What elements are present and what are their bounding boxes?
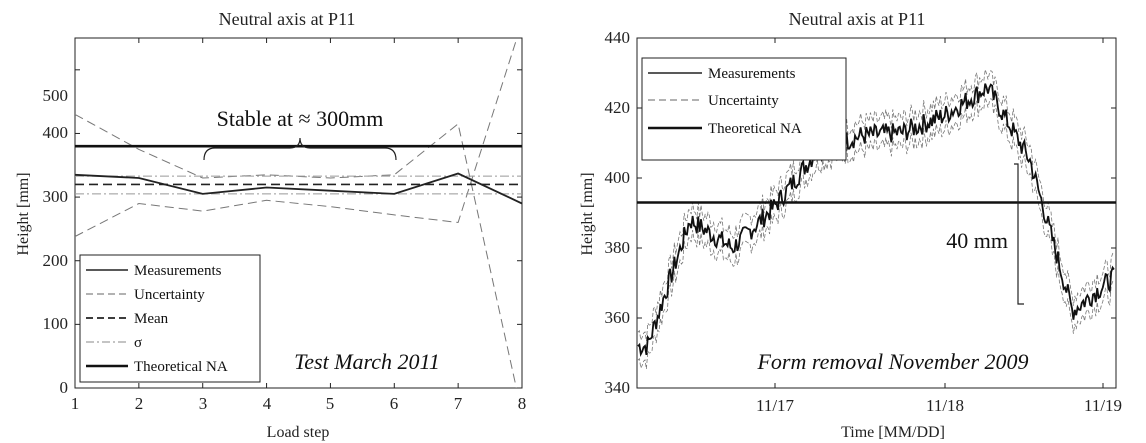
right-series-group <box>637 37 1116 389</box>
right-plot-frame <box>636 37 1117 389</box>
right-y-tick-label: 400 <box>605 168 631 187</box>
series-line-measurements <box>637 83 1115 357</box>
left-plot-frame <box>74 37 523 389</box>
right-x-axis-label: Time [MM/DD] <box>841 424 945 441</box>
legend-label: σ <box>134 335 142 351</box>
drop-annotation: 40 mm <box>946 228 1008 253</box>
left-x-tick-label: 3 <box>199 394 208 413</box>
right-legend-box <box>641 57 847 161</box>
legend-label: Theoretical NA <box>134 359 228 375</box>
left-y-tick-label: 500 <box>43 86 69 105</box>
legend-label: Mean <box>134 311 169 327</box>
right-x-tick-label: 11/17 <box>756 396 795 415</box>
stable-brace <box>203 137 397 161</box>
left-y-tick-label: 200 <box>43 251 69 270</box>
right-y-tick-label: 340 <box>605 378 631 397</box>
right-x-axis: 11/17 11/18 11/19 <box>756 396 1122 415</box>
left-x-tick-label: 5 <box>326 394 335 413</box>
series-line-measurements-0 <box>75 172 522 205</box>
legend-label: Uncertainty <box>134 287 205 303</box>
left-x-tick-label: 1 <box>71 394 80 413</box>
right-legend: Measurements Uncertainty Theoretical NA <box>641 57 847 161</box>
left-x-axis-label: Load step <box>267 424 330 441</box>
left-y-tick-label: 0 <box>60 378 69 397</box>
left-x-tick-label: 8 <box>518 394 527 413</box>
test-annotation: Test March 2011 <box>294 349 440 374</box>
stable-annotation: Stable at ≈ 300mm <box>217 106 384 131</box>
right-y-tick-label: 420 <box>605 98 631 117</box>
legend-label: Uncertainty <box>708 93 779 109</box>
right-y-axis: 340 360 380 400 420 440 <box>605 28 631 397</box>
left-x-tick-label: 2 <box>135 394 144 413</box>
right-chart-title: Neutral axis at P11 <box>789 9 926 29</box>
right-y-axis-label: Height [mm] <box>579 172 596 255</box>
form-annotation: Form removal November 2009 <box>756 349 1028 374</box>
series-line-uncertainty-2 <box>75 38 518 237</box>
right-x-tick-label: 11/18 <box>926 396 964 415</box>
right-y-tick-label: 360 <box>605 308 631 327</box>
left-x-tick-label: 7 <box>454 394 463 413</box>
left-y-tick-label: 400 <box>43 123 69 142</box>
legend-label: Measurements <box>134 263 222 279</box>
legend-label: Measurements <box>708 66 796 82</box>
right-y-tick-label: 380 <box>605 238 631 257</box>
left-x-tick-label: 6 <box>390 394 399 413</box>
left-chart-title: Neutral axis at P11 <box>219 9 356 29</box>
left-y-tick-label: 300 <box>43 187 69 206</box>
left-chart: Neutral axis at P11 0 100 200 300 400 50… <box>15 9 526 441</box>
legend-label: Theoretical NA <box>708 121 802 137</box>
series-line-uncertainty-lower <box>637 97 1115 370</box>
series-line-uncertainty-upper <box>637 69 1115 342</box>
left-x-tick-label: 4 <box>263 394 272 413</box>
left-y-axis: 0 100 200 300 400 500 <box>43 86 69 397</box>
left-legend: Measurements Uncertainty Mean σ Theoreti… <box>79 254 261 383</box>
right-x-tick-label: 11/19 <box>1084 396 1122 415</box>
drop-bracket <box>1014 163 1024 305</box>
right-y-tick-label: 440 <box>605 28 631 47</box>
left-series-group <box>74 38 523 389</box>
left-x-axis: 1 2 3 4 5 6 7 8 <box>71 394 527 413</box>
left-y-tick-label: 100 <box>43 314 69 333</box>
left-y-axis-label: Height [mm] <box>15 172 32 255</box>
right-chart: Neutral axis at P11 340 360 380 400 420 … <box>579 9 1122 441</box>
